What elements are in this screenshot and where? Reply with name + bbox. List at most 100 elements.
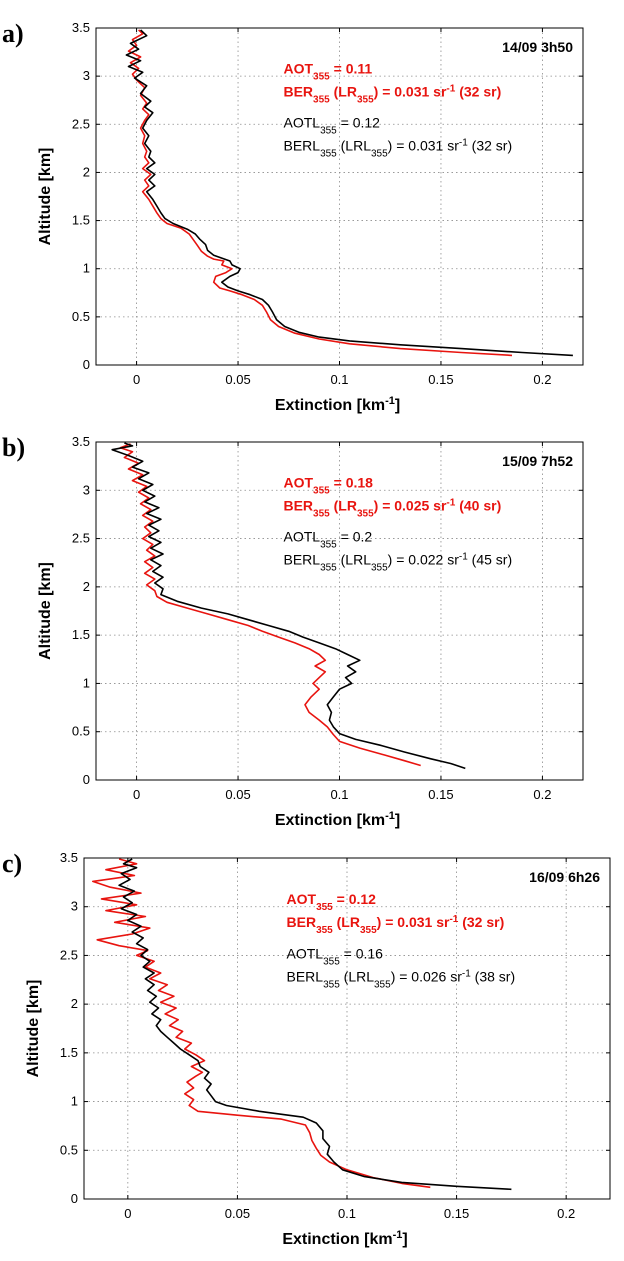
x-axis-label: Extinction [km-1] xyxy=(275,395,400,414)
y-axis-label: Altitude [km] xyxy=(37,562,54,660)
y-tick-label: 3 xyxy=(83,482,90,497)
annotation-part: -1 xyxy=(446,83,455,94)
annotation-part: AOTL xyxy=(287,946,324,962)
annotation-part: BERL xyxy=(287,969,324,985)
annotation-part: -1 xyxy=(385,395,395,407)
y-tick-label: 2.5 xyxy=(72,116,90,131)
x-tick-label: 0 xyxy=(124,1206,131,1221)
annotation-red-line1: AOT355 = 0.18 xyxy=(283,475,373,497)
y-tick-label: 1 xyxy=(83,261,90,276)
annotation-part: 355 xyxy=(323,956,340,967)
panel-a: 0 0.05 0.1 0.15 0.2 0 0.5 1 1.5 2 2.5 3 3.5 a) 14/09 3… xyxy=(2,19,584,414)
y-tick-label: 3.5 xyxy=(60,850,78,865)
annotation-part: BER xyxy=(283,498,313,514)
annotation-red-line2: BER355 (LR355) = 0.025 sr-1 (40 sr) xyxy=(283,497,501,519)
annotation-red-line1: AOT355 = 0.11 xyxy=(283,60,372,82)
x-tick-label: 0.15 xyxy=(428,787,453,802)
annotation-part: = 0.2 xyxy=(337,529,373,545)
y-tick-label: 2.5 xyxy=(72,531,90,546)
x-tick-label: 0.15 xyxy=(444,1206,469,1221)
annotation-part: 355 xyxy=(320,562,337,573)
annotation-part: 355 xyxy=(313,71,330,82)
annotation-part: (32 sr) xyxy=(458,914,504,930)
annotation-part: AOT xyxy=(287,891,317,907)
annotation-part: Extinction [km xyxy=(275,812,385,829)
panel-b: 0 0.05 0.1 0.15 0.2 0 0.5 1 1.5 2 2.5 3 3.5 b) 15/09 7… xyxy=(2,433,584,829)
annotation-part: 355 xyxy=(357,94,374,105)
annotation-black-line2: BERL355 (LRL355) = 0.022 sr-1 (45 sr) xyxy=(283,551,512,573)
annotation-part: = 0.16 xyxy=(340,946,383,962)
annotation-part: BER xyxy=(287,914,317,930)
annotation-part: -1 xyxy=(449,914,458,925)
annotation-part: 355 xyxy=(316,902,333,913)
series-black-line xyxy=(111,442,466,770)
annotation-part: ) = 0.031 sr xyxy=(377,914,450,930)
annotation-part: = 0.11 xyxy=(330,60,373,76)
annotation-part: (LR xyxy=(333,914,360,930)
annotation-part: 355 xyxy=(313,508,330,519)
y-tick-label: 3 xyxy=(83,68,90,83)
annotation-part: ] xyxy=(402,1231,407,1248)
annotation-part: (LRL xyxy=(340,969,374,985)
annotation-part: (LRL xyxy=(337,137,371,153)
annotation-part: 355 xyxy=(357,508,374,519)
annotation-part: 355 xyxy=(371,562,388,573)
series-red-line xyxy=(92,858,431,1189)
x-tick-label: 0.05 xyxy=(225,1206,250,1221)
y-tick-label: 3 xyxy=(71,899,78,914)
date-label: 14/09 3h50 xyxy=(502,39,573,55)
annotation-part: 355 xyxy=(360,925,377,936)
annotation-part: ) = 0.031 sr xyxy=(388,137,460,153)
x-tick-label: 0.1 xyxy=(338,1206,356,1221)
y-tick-label: 1.5 xyxy=(60,1045,78,1060)
annotation-part: 355 xyxy=(313,485,330,496)
annotation-part: 355 xyxy=(374,979,391,990)
plot-frame xyxy=(83,857,611,1200)
y-tick-label: 2 xyxy=(71,996,78,1011)
y-tick-label: 2 xyxy=(83,164,90,179)
y-tick-label: 1.5 xyxy=(72,213,90,228)
series-black-line xyxy=(118,858,512,1191)
annotation-part: (LR xyxy=(330,498,357,514)
annotation-part: 355 xyxy=(371,148,388,159)
annotation-part: (45 sr) xyxy=(468,552,512,568)
annotation-part: Extinction [km xyxy=(282,1231,392,1248)
x-tick-label: 0.1 xyxy=(330,372,348,387)
annotation-part: = 0.18 xyxy=(330,475,373,491)
x-axis-label: Extinction [km-1] xyxy=(282,1229,407,1248)
y-tick-label: 3.5 xyxy=(72,434,90,449)
annotation-part: ) = 0.026 sr xyxy=(391,969,463,985)
panel-label: b) xyxy=(2,433,25,462)
y-tick-label: 0 xyxy=(83,772,90,787)
y-tick-label: 0.5 xyxy=(72,724,90,739)
annotation-part: -1 xyxy=(459,551,468,562)
y-tick-label: 1 xyxy=(71,1094,78,1109)
y-tick-label: 3.5 xyxy=(72,20,90,35)
y-tick-label: 1 xyxy=(83,675,90,690)
annotation-part: -1 xyxy=(385,810,395,822)
annotation-part: -1 xyxy=(446,497,455,508)
annotation-part: 355 xyxy=(316,925,333,936)
x-tick-label: 0.2 xyxy=(557,1206,575,1221)
annotation-part: ) = 0.031 sr xyxy=(374,83,447,99)
annotation-part: -1 xyxy=(459,137,468,148)
annotation-part: 355 xyxy=(323,979,340,990)
annotation-part: (38 sr) xyxy=(471,969,515,985)
annotation-black-line1: AOTL355 = 0.2 xyxy=(283,529,372,551)
date-label: 15/09 7h52 xyxy=(502,453,573,469)
annotation-part: 355 xyxy=(320,148,337,159)
annotation-part: ] xyxy=(395,812,400,829)
y-tick-label: 2 xyxy=(83,579,90,594)
annotation-part: -1 xyxy=(393,1229,403,1241)
annotation-part: BERL xyxy=(283,137,320,153)
annotation-part: Extinction [km xyxy=(275,397,385,414)
x-tick-label: 0.2 xyxy=(533,787,551,802)
annotation-black-line1: AOTL355 = 0.16 xyxy=(287,946,384,968)
series-red-line xyxy=(119,443,421,767)
y-axis-label: Altitude [km] xyxy=(37,148,54,246)
annotation-black-line2: BERL355 (LRL355) = 0.031 sr-1 (32 sr) xyxy=(283,137,512,159)
annotation-part: = 0.12 xyxy=(337,114,380,130)
x-tick-label: 0.2 xyxy=(533,372,551,387)
y-tick-label: 0.5 xyxy=(72,309,90,324)
